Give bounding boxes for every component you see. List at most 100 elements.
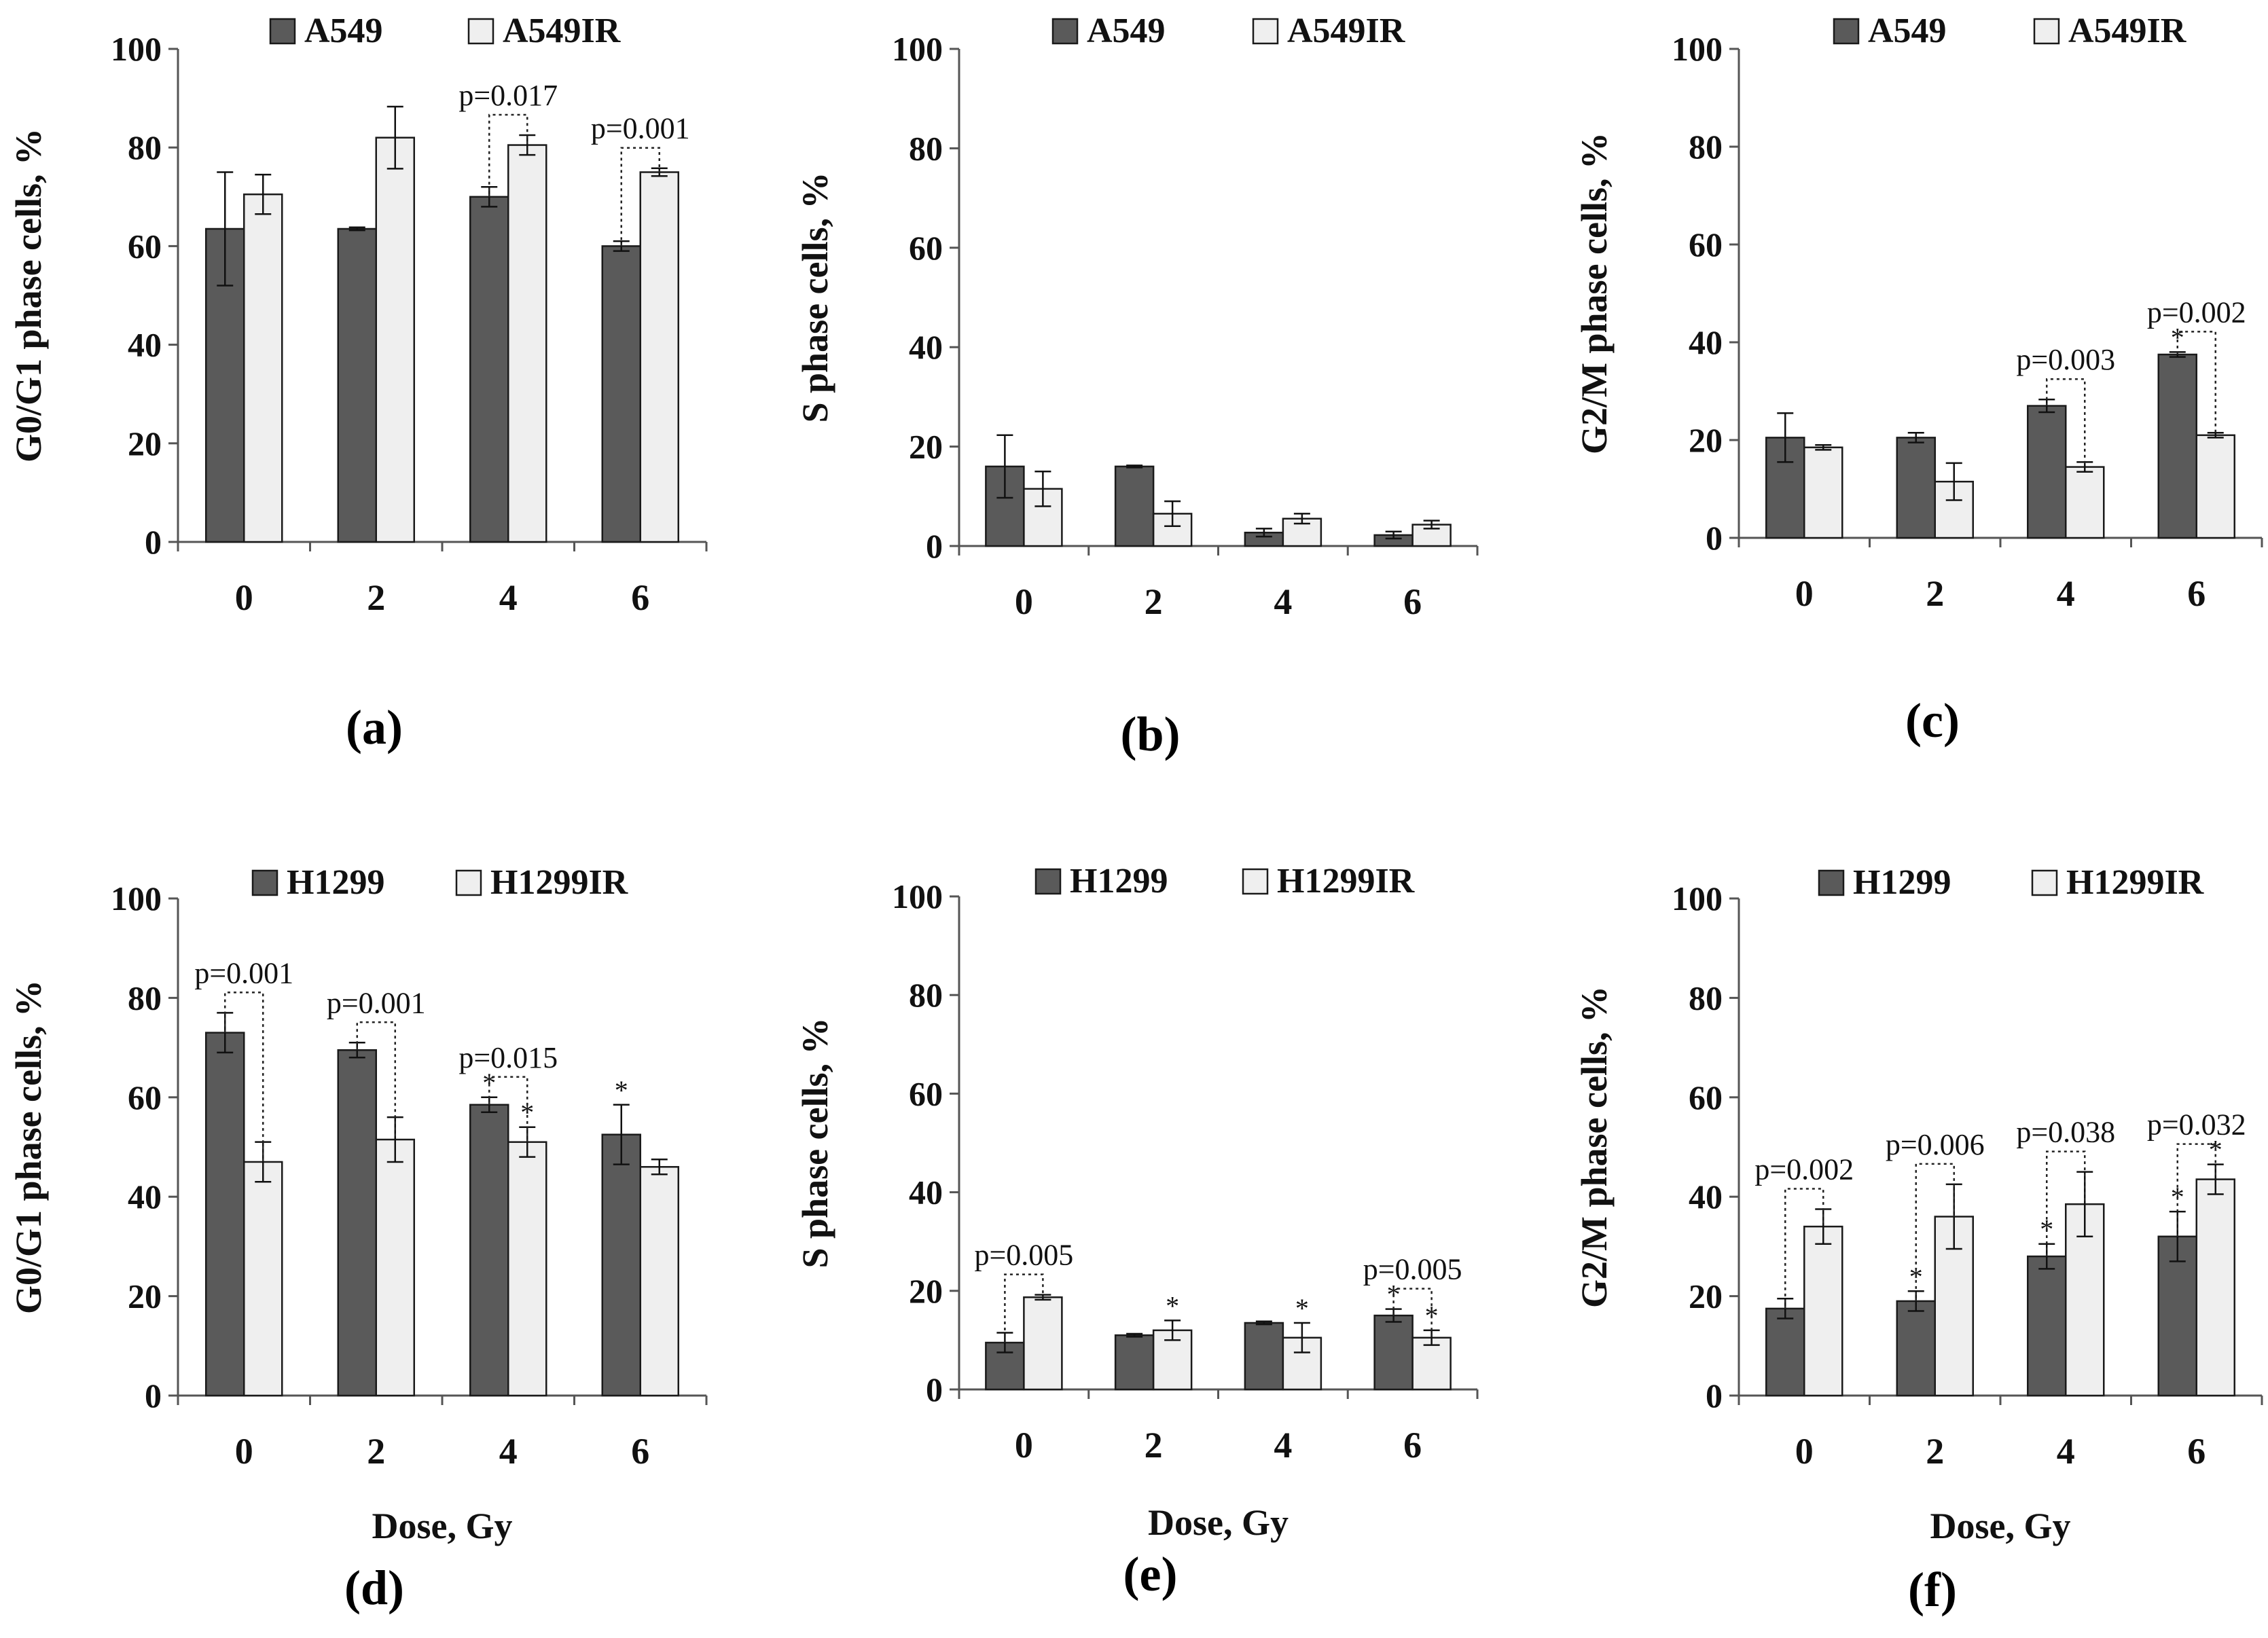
bar-ir-dose-0 — [243, 1161, 283, 1397]
pvalue-bracket — [488, 1076, 528, 1142]
chart-panel-a: 0 20 40 60 80 100 0 2 4 6 p=0.017 p=0.001 G0/G1 phas… — [8, 12, 708, 754]
y-tick-label: 100 — [1672, 879, 1723, 917]
legend-swatch — [1833, 18, 1860, 45]
bar-parent-dose-6 — [2157, 1235, 2197, 1397]
y-axis-title: G0/G1 phase cells, % — [8, 128, 49, 462]
y-tick-label: 0 — [145, 1377, 162, 1415]
bar-ir-dose-6 — [639, 171, 679, 543]
significance-star: * — [2171, 322, 2184, 352]
y-tick-label: 0 — [926, 1370, 943, 1408]
legend-label: H1299IR — [490, 863, 629, 902]
y-tick-label: 100 — [1672, 30, 1723, 68]
legend-swatch — [467, 18, 494, 45]
pvalue-label: p=0.032 — [2147, 1108, 2246, 1142]
y-axis-title: G2/M phase cells, % — [1574, 132, 1615, 454]
legend-label: H1299IR — [2066, 863, 2205, 902]
bar-ir-dose-0 — [1023, 1296, 1063, 1391]
y-tick-label: 20 — [909, 1272, 943, 1310]
pvalue-bracket — [2046, 1150, 2086, 1257]
x-tick-label: 2 — [367, 1431, 385, 1472]
x-tick-label: 6 — [1403, 581, 1422, 622]
bar-parent-dose-6 — [1373, 1314, 1414, 1391]
panel-label: (b) — [1121, 707, 1181, 761]
y-tick-label: 60 — [909, 229, 943, 267]
pvalue-label: p=0.006 — [1886, 1128, 1985, 1161]
pvalue-bracket — [224, 991, 264, 1162]
y-tick-label: 60 — [128, 1078, 162, 1116]
y-tick-label: 60 — [1689, 225, 1723, 263]
y-tick-label: 40 — [909, 1173, 943, 1212]
pvalue-label: p=0.005 — [1363, 1253, 1462, 1286]
legend-swatch — [1051, 18, 1079, 45]
x-tick-label: 2 — [1145, 581, 1163, 622]
pvalue-bracket — [1915, 1163, 1955, 1301]
x-tick-label: 4 — [1274, 581, 1292, 622]
legend-label: H1299 — [1070, 862, 1168, 900]
bar-parent-dose-4 — [2027, 405, 2067, 539]
y-tick-label: 0 — [1706, 519, 1723, 557]
bar-ir-dose-6 — [2195, 434, 2235, 539]
x-tick-label: 0 — [1795, 573, 1814, 614]
x-tick-label: 4 — [2057, 1431, 2075, 1472]
pvalue-label: p=0.002 — [2147, 295, 2246, 329]
chart-panel-d: 0 20 40 60 80 100 0 2 4 * * 6 * p=0.001 p=0.001 p=0.015… — [8, 863, 708, 1615]
y-tick-label: 40 — [909, 328, 943, 366]
bar-parent-dose-2 — [337, 1049, 377, 1397]
legend-swatch — [2033, 18, 2060, 45]
y-tick-label: 80 — [128, 128, 162, 166]
legend-label: H1299 — [287, 863, 384, 902]
y-tick-label: 20 — [128, 1277, 162, 1315]
significance-star: * — [482, 1068, 496, 1098]
y-tick-label: 100 — [111, 30, 162, 68]
chart-panel-c: 0 20 40 60 80 100 0 2 4 6 * p=0.003 p=0.002 G2/M phas… — [1574, 12, 2263, 748]
x-axis-title: Dose, Gy — [372, 1506, 513, 1546]
bar-ir-dose-2 — [375, 136, 415, 543]
bar-parent-dose-0 — [205, 1032, 245, 1397]
bar-ir-dose-4 — [507, 1141, 547, 1397]
pvalue-bracket — [2046, 378, 2086, 467]
pvalue-bracket — [356, 1021, 396, 1140]
y-tick-label: 40 — [1689, 323, 1723, 361]
legend-swatch — [2031, 869, 2058, 896]
bar-ir-dose-6 — [2195, 1178, 2235, 1397]
y-tick-label: 40 — [128, 326, 162, 364]
legend-label: A549 — [304, 12, 383, 50]
x-tick-label: 6 — [1403, 1425, 1422, 1466]
legend-swatch — [455, 869, 482, 896]
bar-parent-dose-2 — [1896, 437, 1936, 539]
x-tick-label: 0 — [235, 577, 253, 618]
panel-label: (f) — [1908, 1563, 1957, 1617]
significance-star: * — [520, 1097, 534, 1128]
pvalue-label: p=0.005 — [974, 1239, 1073, 1272]
y-tick-label: 40 — [128, 1178, 162, 1216]
pvalue-label: p=0.001 — [327, 986, 426, 1019]
y-tick-label: 20 — [128, 424, 162, 462]
pvalue-label: p=0.038 — [2016, 1116, 2115, 1149]
y-tick-label: 0 — [926, 527, 943, 565]
x-tick-label: 4 — [499, 1431, 518, 1472]
legend-label: A549IR — [1287, 12, 1406, 50]
x-tick-label: 4 — [2057, 573, 2075, 614]
pvalue-bracket — [488, 113, 528, 197]
legend-label: H1299 — [1853, 863, 1951, 902]
y-axis-title: S phase cells, % — [795, 1017, 835, 1268]
bar-parent-dose-6 — [601, 245, 641, 543]
y-tick-label: 0 — [1706, 1377, 1723, 1415]
x-tick-label: 0 — [1795, 1431, 1814, 1472]
legend-label: A549 — [1087, 12, 1166, 50]
y-axis-title: G2/M phase cells, % — [1574, 986, 1615, 1308]
x-tick-label: 0 — [1015, 1425, 1033, 1466]
bar-parent-dose-2 — [1114, 465, 1155, 547]
pvalue-label: p=0.001 — [591, 112, 690, 145]
y-tick-label: 20 — [1689, 1277, 1723, 1315]
bar-parent-dose-4 — [469, 1104, 509, 1397]
x-tick-label: 2 — [1926, 573, 1944, 614]
y-tick-label: 100 — [892, 30, 943, 68]
x-tick-label: 6 — [631, 577, 649, 618]
x-tick-label: 2 — [367, 577, 385, 618]
bar-parent-dose-6 — [2157, 353, 2197, 539]
x-axis-title: Dose, Gy — [1930, 1506, 2071, 1546]
bar-ir-dose-0 — [1803, 1225, 1843, 1397]
